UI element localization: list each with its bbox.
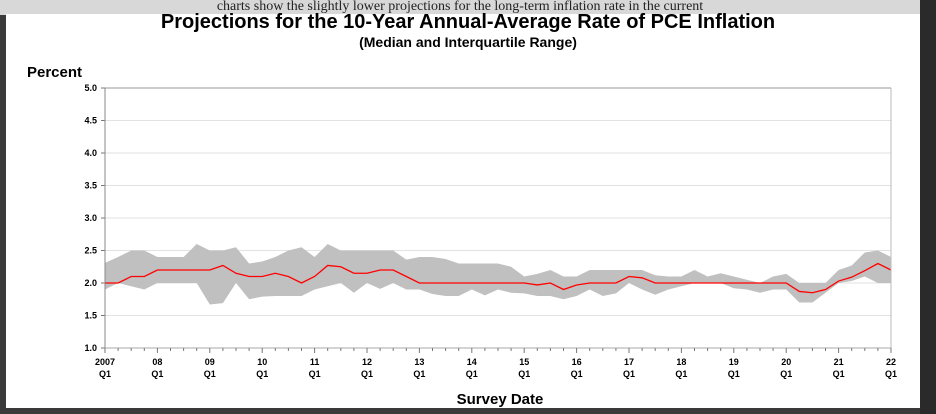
- y-tick-label: 4.5: [84, 116, 97, 126]
- x-tick-label-year: 10: [257, 357, 267, 367]
- x-tick-label-year: 09: [205, 357, 215, 367]
- y-tick-label: 1.5: [84, 311, 97, 321]
- y-tick-label: 2.5: [84, 246, 97, 256]
- x-tick-label-year: 20: [781, 357, 791, 367]
- x-tick-label-year: 21: [834, 357, 844, 367]
- x-tick-label-year: 14: [467, 357, 477, 367]
- x-tick-label-quarter: Q1: [518, 369, 530, 379]
- x-tick-label-year: 17: [624, 357, 634, 367]
- x-tick-label-quarter: Q1: [780, 369, 792, 379]
- x-tick-label-quarter: Q1: [413, 369, 425, 379]
- chart-panel: [6, 14, 920, 408]
- x-tick-label-quarter: Q1: [833, 369, 845, 379]
- y-tick-label: 1.0: [84, 343, 97, 353]
- x-tick-label-quarter: Q1: [99, 369, 111, 379]
- x-tick-label-year: 11: [310, 357, 320, 367]
- x-tick-label-year: 16: [572, 357, 582, 367]
- x-tick-label-quarter: Q1: [675, 369, 687, 379]
- x-tick-label-quarter: Q1: [728, 369, 740, 379]
- x-tick-label-year: 15: [519, 357, 529, 367]
- x-tick-label-year: 12: [362, 357, 372, 367]
- x-tick-label-quarter: Q1: [361, 369, 373, 379]
- x-tick-label-quarter: Q1: [466, 369, 478, 379]
- window-edge: [920, 0, 936, 414]
- y-tick-label: 4.0: [84, 148, 97, 158]
- x-tick-label-quarter: Q1: [309, 369, 321, 379]
- background-document-text: charts show the slightly lower projectio…: [216, 0, 704, 14]
- interquartile-range-band: [105, 244, 891, 305]
- chart-title: Projections for the 10-Year Annual-Avera…: [160, 11, 776, 33]
- x-tick-label-quarter: Q1: [151, 369, 163, 379]
- x-tick-label-quarter: Q1: [885, 369, 897, 379]
- x-tick-label-year: 22: [886, 357, 896, 367]
- x-tick-label-year: 18: [676, 357, 686, 367]
- background-document-strip: [0, 0, 920, 15]
- x-tick-label-year: 19: [729, 357, 739, 367]
- y-tick-label: 2.0: [84, 278, 97, 288]
- x-tick-label-quarter: Q1: [623, 369, 635, 379]
- x-tick-label-year: 08: [152, 357, 162, 367]
- x-tick-label-quarter: Q1: [256, 369, 268, 379]
- y-tick-label: 3.0: [84, 213, 97, 223]
- y-tick-label: 3.5: [84, 181, 97, 191]
- median-line: [105, 262, 892, 294]
- y-tick-label: 5.0: [84, 83, 97, 93]
- x-tick-label-quarter: Q1: [571, 369, 583, 379]
- x-tick-label-year: 2007: [95, 357, 115, 367]
- x-tick-label-quarter: Q1: [204, 369, 216, 379]
- chart-subtitle: (Median and Interquartile Range): [359, 34, 577, 50]
- x-tick-label-year: 13: [414, 357, 424, 367]
- x-axis-label: Survey Date: [456, 391, 544, 408]
- y-axis-label: Percent: [27, 64, 83, 81]
